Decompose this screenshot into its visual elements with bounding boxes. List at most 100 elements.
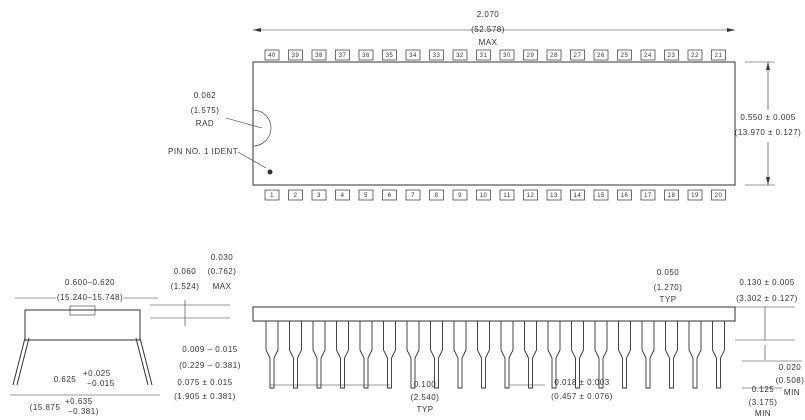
pin-box bbox=[687, 189, 703, 201]
side-lead bbox=[265, 321, 279, 389]
pin-number: 38 bbox=[315, 53, 323, 59]
dim-text: MAX bbox=[479, 38, 498, 47]
pin-number: 27 bbox=[574, 53, 582, 59]
dim-text: (0.762) bbox=[208, 267, 237, 276]
pin-box bbox=[523, 49, 538, 61]
side-lead bbox=[383, 321, 396, 389]
pin-number: 13 bbox=[550, 193, 558, 199]
notch bbox=[252, 109, 272, 147]
package-body bbox=[252, 61, 736, 186]
dim-text: 0.550 ± 0.005 bbox=[740, 113, 795, 122]
pin-box bbox=[335, 49, 350, 61]
pin-number: 18 bbox=[668, 193, 676, 199]
side-lead bbox=[453, 321, 467, 389]
pin-box bbox=[593, 189, 609, 201]
pin-box bbox=[499, 49, 515, 61]
side-lead bbox=[571, 321, 584, 389]
pin-number: 23 bbox=[668, 53, 676, 59]
pin-number: 31 bbox=[480, 53, 488, 59]
dim-text: (0.508) bbox=[776, 376, 805, 385]
dim-text: 0.600–0.620 bbox=[65, 278, 115, 287]
pin-number: 39 bbox=[292, 53, 300, 59]
side-lead bbox=[688, 321, 702, 389]
pin-number: 21 bbox=[715, 53, 723, 59]
pin-number: 2 bbox=[294, 193, 298, 199]
pin-box bbox=[499, 189, 515, 201]
ext-line bbox=[150, 300, 230, 326]
pin-number: 30 bbox=[503, 53, 511, 59]
pin-number: 22 bbox=[691, 53, 699, 59]
pin-box bbox=[617, 189, 632, 201]
dim-text: MIN bbox=[784, 388, 800, 397]
pin-box bbox=[664, 189, 679, 201]
dim-text: TYP bbox=[416, 405, 433, 414]
pin-box bbox=[288, 189, 303, 201]
dim-text: 0.050 bbox=[657, 268, 680, 277]
dim-text: 0.009 – 0.015 bbox=[182, 345, 237, 354]
dim-text: 0.018 ± 0.003 bbox=[554, 378, 609, 387]
side-lead bbox=[618, 321, 631, 389]
pin-box bbox=[570, 49, 585, 61]
pin-number: 37 bbox=[339, 53, 347, 59]
pin-number: 3 bbox=[317, 193, 321, 199]
dim-text: 0.125 bbox=[752, 385, 775, 394]
dim-text: (1.575) bbox=[191, 106, 220, 115]
dim-text: +0.025 bbox=[83, 369, 111, 378]
pin-number: 40 bbox=[268, 53, 276, 59]
pin-number: 6 bbox=[388, 193, 392, 199]
side-lead bbox=[312, 321, 326, 389]
top-view: 2.070 (52.578) MAX 0.062 (1.575) RAD PIN… bbox=[168, 10, 801, 186]
side-view: 0.050 (1.270) TYP 0.130 ± 0.005 (3.302 ±… bbox=[252, 268, 805, 418]
pin-number: 36 bbox=[362, 53, 370, 59]
dim-text: 0.030 bbox=[211, 253, 234, 262]
pin-number: 14 bbox=[574, 193, 582, 199]
pin-number: 4 bbox=[341, 193, 345, 199]
pin-box bbox=[476, 49, 491, 61]
pin-box bbox=[476, 189, 491, 201]
side-lead bbox=[359, 321, 373, 389]
end-tab bbox=[69, 305, 96, 316]
end-body bbox=[24, 309, 141, 341]
ident-label: PIN NO. 1 IDENT bbox=[168, 147, 238, 156]
pin-number: 20 bbox=[715, 193, 723, 199]
dim-text: 0.075 ± 0.015 bbox=[177, 378, 232, 387]
pin-number: 5 bbox=[364, 193, 368, 199]
dim-text: 0.062 bbox=[194, 91, 217, 100]
pin-box bbox=[664, 49, 679, 61]
pin-number: 26 bbox=[597, 53, 605, 59]
dim-text: (15.240–15.748) bbox=[57, 293, 123, 302]
pin-number: 33 bbox=[433, 53, 441, 59]
side-lead bbox=[406, 321, 420, 389]
pin-number: 10 bbox=[480, 193, 488, 199]
dim-text: (1.524) bbox=[171, 282, 200, 291]
side-lead bbox=[477, 321, 490, 389]
dim-text: −0.015 bbox=[87, 379, 115, 388]
pin-box bbox=[687, 49, 703, 61]
pin-box bbox=[617, 49, 632, 61]
pin-number: 12 bbox=[527, 193, 535, 199]
pin-number: 25 bbox=[621, 53, 629, 59]
dim-text: (1.905 ± 0.381) bbox=[174, 392, 236, 401]
pin-number: 17 bbox=[644, 193, 652, 199]
pin-number: 1 bbox=[270, 193, 274, 199]
ext-line bbox=[735, 306, 802, 389]
dim-text: 0.130 ± 0.005 bbox=[739, 278, 794, 287]
side-lead bbox=[289, 321, 302, 389]
side-lead bbox=[641, 321, 655, 389]
pin-box bbox=[452, 49, 468, 61]
dim-text: 0.060 bbox=[174, 267, 197, 276]
dim-text: −0.381) bbox=[68, 407, 99, 416]
pin-number: 35 bbox=[386, 53, 394, 59]
pin-number: 16 bbox=[621, 193, 629, 199]
end-leads bbox=[12, 337, 153, 386]
side-lead bbox=[665, 321, 678, 389]
pin-box bbox=[711, 189, 726, 201]
dim-text: (3.175) bbox=[749, 398, 778, 407]
side-lead bbox=[524, 321, 537, 389]
side-lead bbox=[594, 321, 608, 389]
dim-text: RAD bbox=[196, 119, 214, 128]
pin-box bbox=[264, 189, 280, 201]
pin-box bbox=[640, 189, 656, 201]
side-lead bbox=[336, 321, 349, 389]
